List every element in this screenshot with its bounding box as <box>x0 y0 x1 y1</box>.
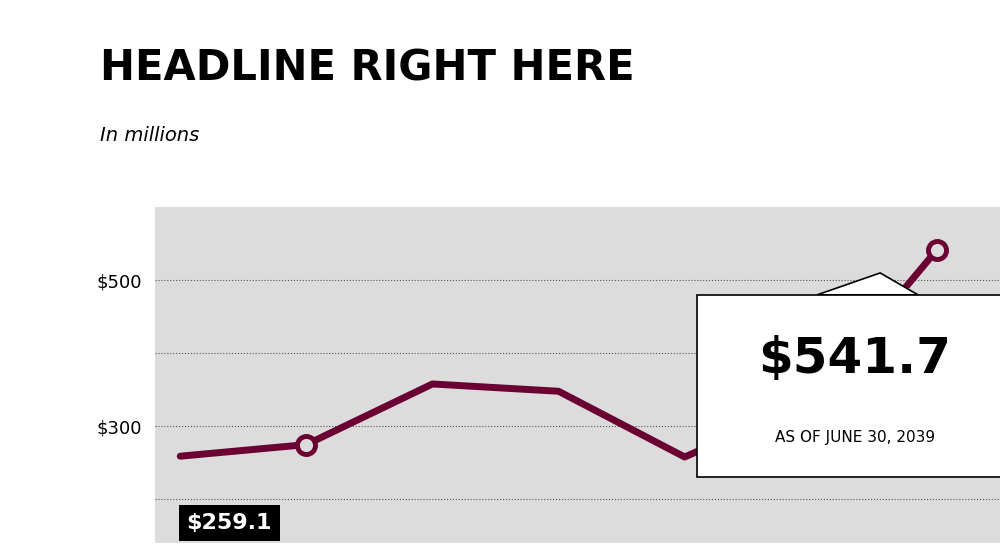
Polygon shape <box>817 273 918 295</box>
Text: $259.1: $259.1 <box>187 513 272 533</box>
Text: HEADLINE RIGHT HERE: HEADLINE RIGHT HERE <box>100 48 635 90</box>
Text: AS OF JUNE 30, 2039: AS OF JUNE 30, 2039 <box>775 430 935 445</box>
Text: $541.7: $541.7 <box>758 335 951 383</box>
FancyBboxPatch shape <box>697 295 1000 478</box>
Text: In millions: In millions <box>100 126 199 145</box>
